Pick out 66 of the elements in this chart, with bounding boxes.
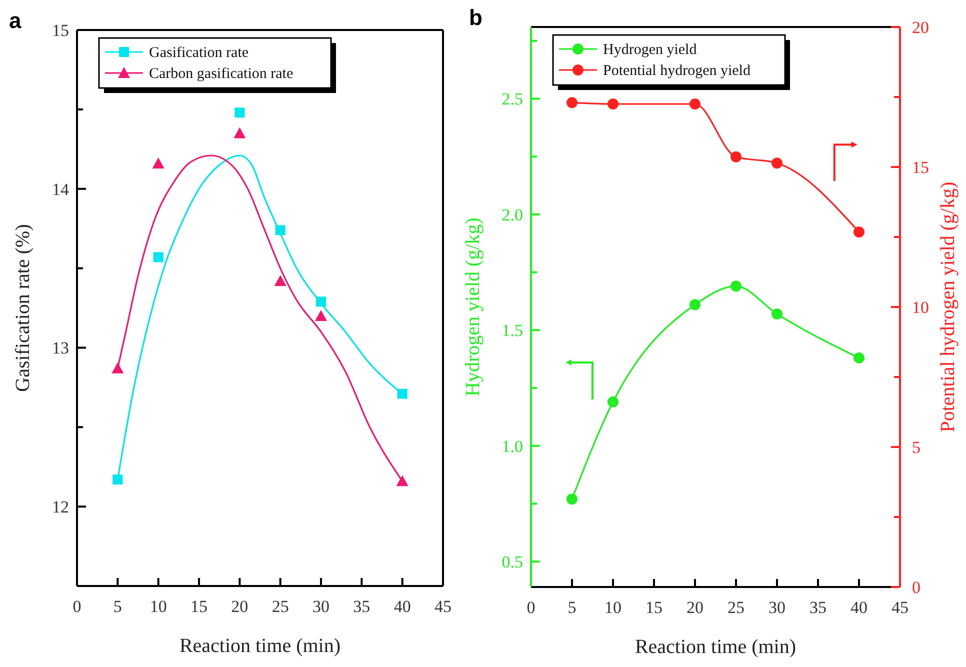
x-tick-label: 5: [568, 598, 576, 617]
x-tick-label: 10: [604, 598, 622, 617]
x-tick-label: 20: [231, 597, 248, 616]
x-tick-label: 30: [768, 598, 786, 617]
x-tick-label: 25: [272, 597, 289, 616]
x-tick-label: 25: [728, 598, 744, 617]
point: [397, 388, 408, 399]
point: [566, 494, 578, 505]
x-tick-label: 0: [526, 598, 536, 617]
x-tick-label: 0: [72, 597, 82, 616]
text: 2.0: [502, 205, 523, 224]
point: [315, 310, 327, 321]
legend-label: Potential hydrogen yield: [603, 63, 751, 79]
point: [608, 98, 618, 110]
legend-label: Gasification rate: [149, 45, 249, 61]
x-tick-label: 45: [434, 597, 452, 616]
point: [690, 98, 700, 110]
y-tick-label: 13: [52, 338, 69, 358]
point: [234, 127, 246, 138]
point: [854, 352, 864, 364]
x-tick-label: 20: [686, 598, 704, 617]
point: [112, 362, 124, 374]
x-tick-label: 15: [190, 597, 208, 616]
y-tick-label: 1.5: [502, 321, 523, 340]
point: [274, 274, 286, 286]
y2-tick-label: 10: [912, 298, 929, 317]
point: [690, 299, 700, 310]
y2-axis-title: Potential hydrogen yield (g/kg): [937, 182, 959, 432]
point: [566, 97, 578, 108]
x-tick-label: 40: [394, 597, 411, 616]
point: [608, 396, 618, 408]
y2-tick-label: 20: [912, 18, 929, 37]
x-tick-label: 45: [892, 598, 908, 617]
x-axis-title: Reaction time (min): [179, 635, 341, 657]
point: [234, 108, 245, 118]
point: [730, 151, 742, 162]
y-tick-label: 0.5: [502, 552, 523, 572]
x-tick-label: 10: [150, 597, 167, 616]
point: [153, 252, 164, 262]
y-tick-label: 14: [52, 180, 70, 199]
y-tick-label: 2.5: [502, 90, 523, 109]
x-tick-label: 40: [850, 598, 868, 617]
y2-tick-label: 5: [912, 438, 920, 457]
point: [730, 280, 742, 292]
point: [772, 158, 782, 169]
y-axis-title: Gasification rate (%): [12, 224, 34, 392]
point: [152, 157, 164, 168]
point: [854, 226, 864, 238]
point: [772, 308, 782, 320]
x-tick-label: 35: [810, 598, 826, 617]
chart-title: b: [469, 5, 482, 30]
x-tick-label: 5: [113, 597, 122, 616]
y2-tick-label: 15: [912, 158, 929, 177]
text: 1.0: [502, 436, 523, 456]
legend-label: Hydrogen yield: [603, 42, 698, 58]
x-tick-label: 30: [312, 597, 330, 616]
y-tick-label: 15: [52, 21, 69, 40]
y-tick-label: 12: [52, 498, 69, 517]
x-tick-label: 15: [646, 598, 662, 617]
x-axis-title: Reaction time (min): [634, 636, 796, 658]
y2-tick-label: 0: [912, 578, 920, 597]
legend-label: Carbon gasification rate: [149, 66, 294, 82]
x-tick-label: 35: [353, 597, 370, 616]
point: [112, 474, 123, 485]
y-axis-title: Hydrogen yield (g/kg): [462, 218, 484, 396]
chart-title: a: [9, 8, 22, 33]
